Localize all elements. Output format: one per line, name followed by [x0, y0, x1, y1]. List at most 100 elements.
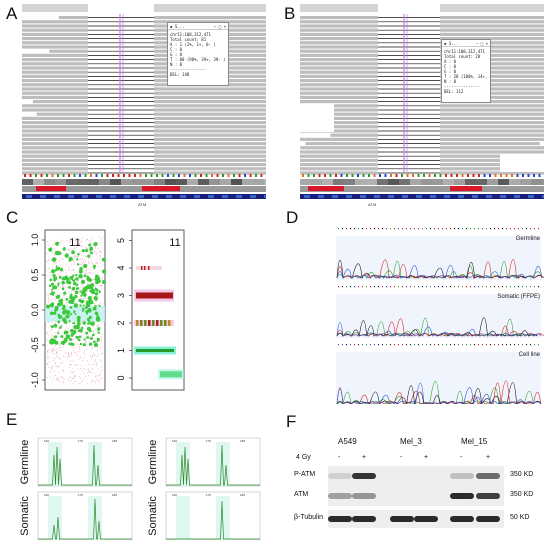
noise-point — [78, 350, 80, 352]
noise-point — [85, 269, 87, 271]
noise-point — [69, 261, 71, 263]
sequence-base — [302, 174, 304, 177]
noise-point — [95, 366, 97, 367]
chromatogram-trace — [336, 264, 543, 280]
read — [154, 108, 266, 112]
noise-point — [53, 371, 55, 373]
noise-point — [47, 363, 49, 365]
codon-track — [476, 179, 487, 185]
size-marker-label: 350 KD — [510, 471, 534, 478]
noise-point — [82, 262, 83, 264]
noise-point — [49, 299, 51, 301]
segment-mark — [136, 320, 139, 326]
read — [22, 125, 88, 129]
codon-track — [99, 179, 110, 185]
noise-point — [86, 335, 88, 337]
sequence-base — [29, 174, 32, 177]
read — [300, 129, 378, 133]
panel-label-f: F — [286, 412, 297, 431]
snp-point — [75, 335, 79, 339]
codon-track — [311, 179, 322, 185]
sequence-base — [313, 174, 315, 177]
snp-point — [57, 313, 61, 317]
noise-point — [94, 373, 96, 375]
noise-point — [78, 291, 80, 293]
segment-mark — [160, 320, 163, 326]
read — [440, 20, 544, 24]
snp-point — [75, 324, 80, 330]
sequence-base — [128, 174, 131, 177]
noise-point — [74, 365, 76, 367]
read — [440, 45, 544, 49]
noise-point — [75, 352, 77, 354]
noise-point — [100, 342, 102, 344]
codon-track — [399, 179, 410, 185]
noise-point — [70, 364, 72, 365]
read — [22, 20, 88, 24]
sequence-base — [260, 174, 263, 177]
noise-point — [72, 238, 74, 240]
snp-point — [86, 322, 90, 325]
noise-point — [95, 376, 97, 378]
noise-point — [72, 326, 74, 328]
noise-point — [100, 378, 102, 380]
right-ytick-label: 5 — [116, 238, 126, 243]
codon-track — [542, 179, 550, 185]
noise-point — [62, 322, 64, 324]
size-marker-label: 350 KD — [510, 491, 534, 498]
noise-point — [93, 280, 95, 282]
noise-point — [85, 247, 87, 249]
noise-point — [89, 370, 91, 372]
noise-point — [73, 256, 75, 258]
read — [154, 137, 266, 141]
noise-point — [67, 249, 69, 250]
noise-point — [56, 355, 58, 357]
snp-point — [54, 250, 60, 256]
snp-point — [81, 309, 85, 312]
noise-point — [70, 363, 72, 365]
noise-point — [82, 287, 84, 289]
noise-point — [96, 325, 98, 327]
snp-point — [59, 301, 64, 306]
noise-point — [80, 242, 82, 244]
snp-point — [79, 304, 82, 307]
snp-point — [78, 269, 83, 274]
read — [154, 112, 266, 116]
noise-point — [92, 242, 94, 244]
read — [22, 108, 88, 112]
codon-track — [520, 179, 531, 185]
noise-point — [101, 278, 103, 280]
right-ytick-label: 2 — [116, 320, 126, 325]
sequence-base — [211, 174, 213, 177]
sequence-base — [324, 174, 326, 177]
codon-track — [498, 179, 509, 185]
noise-point — [51, 259, 53, 261]
sequence-base — [35, 174, 37, 177]
read — [300, 87, 378, 91]
snp-point — [59, 267, 64, 272]
noise-point — [50, 344, 52, 346]
read — [154, 154, 266, 158]
snp-point — [81, 299, 85, 303]
sequence-base — [357, 174, 359, 177]
codon-track — [44, 179, 55, 185]
noise-point — [50, 259, 52, 261]
noise-point — [97, 347, 99, 349]
sequence-base — [351, 174, 354, 177]
codon-track — [388, 179, 399, 185]
noise-point — [50, 330, 52, 332]
snp-point — [70, 333, 74, 337]
noise-point — [70, 249, 72, 251]
codon-track — [66, 179, 77, 185]
popup-line: C : 0 — [170, 47, 183, 52]
noise-point — [56, 365, 58, 367]
noise-point — [73, 286, 75, 288]
sequence-base — [117, 174, 120, 177]
axis-tick-label: 180 — [240, 493, 245, 497]
noise-point — [91, 355, 93, 357]
noise-point — [79, 376, 81, 378]
sequence-base — [79, 174, 81, 177]
axis-tick-label: 160 — [44, 439, 49, 443]
noise-point — [93, 269, 95, 270]
noise-point — [80, 356, 82, 358]
